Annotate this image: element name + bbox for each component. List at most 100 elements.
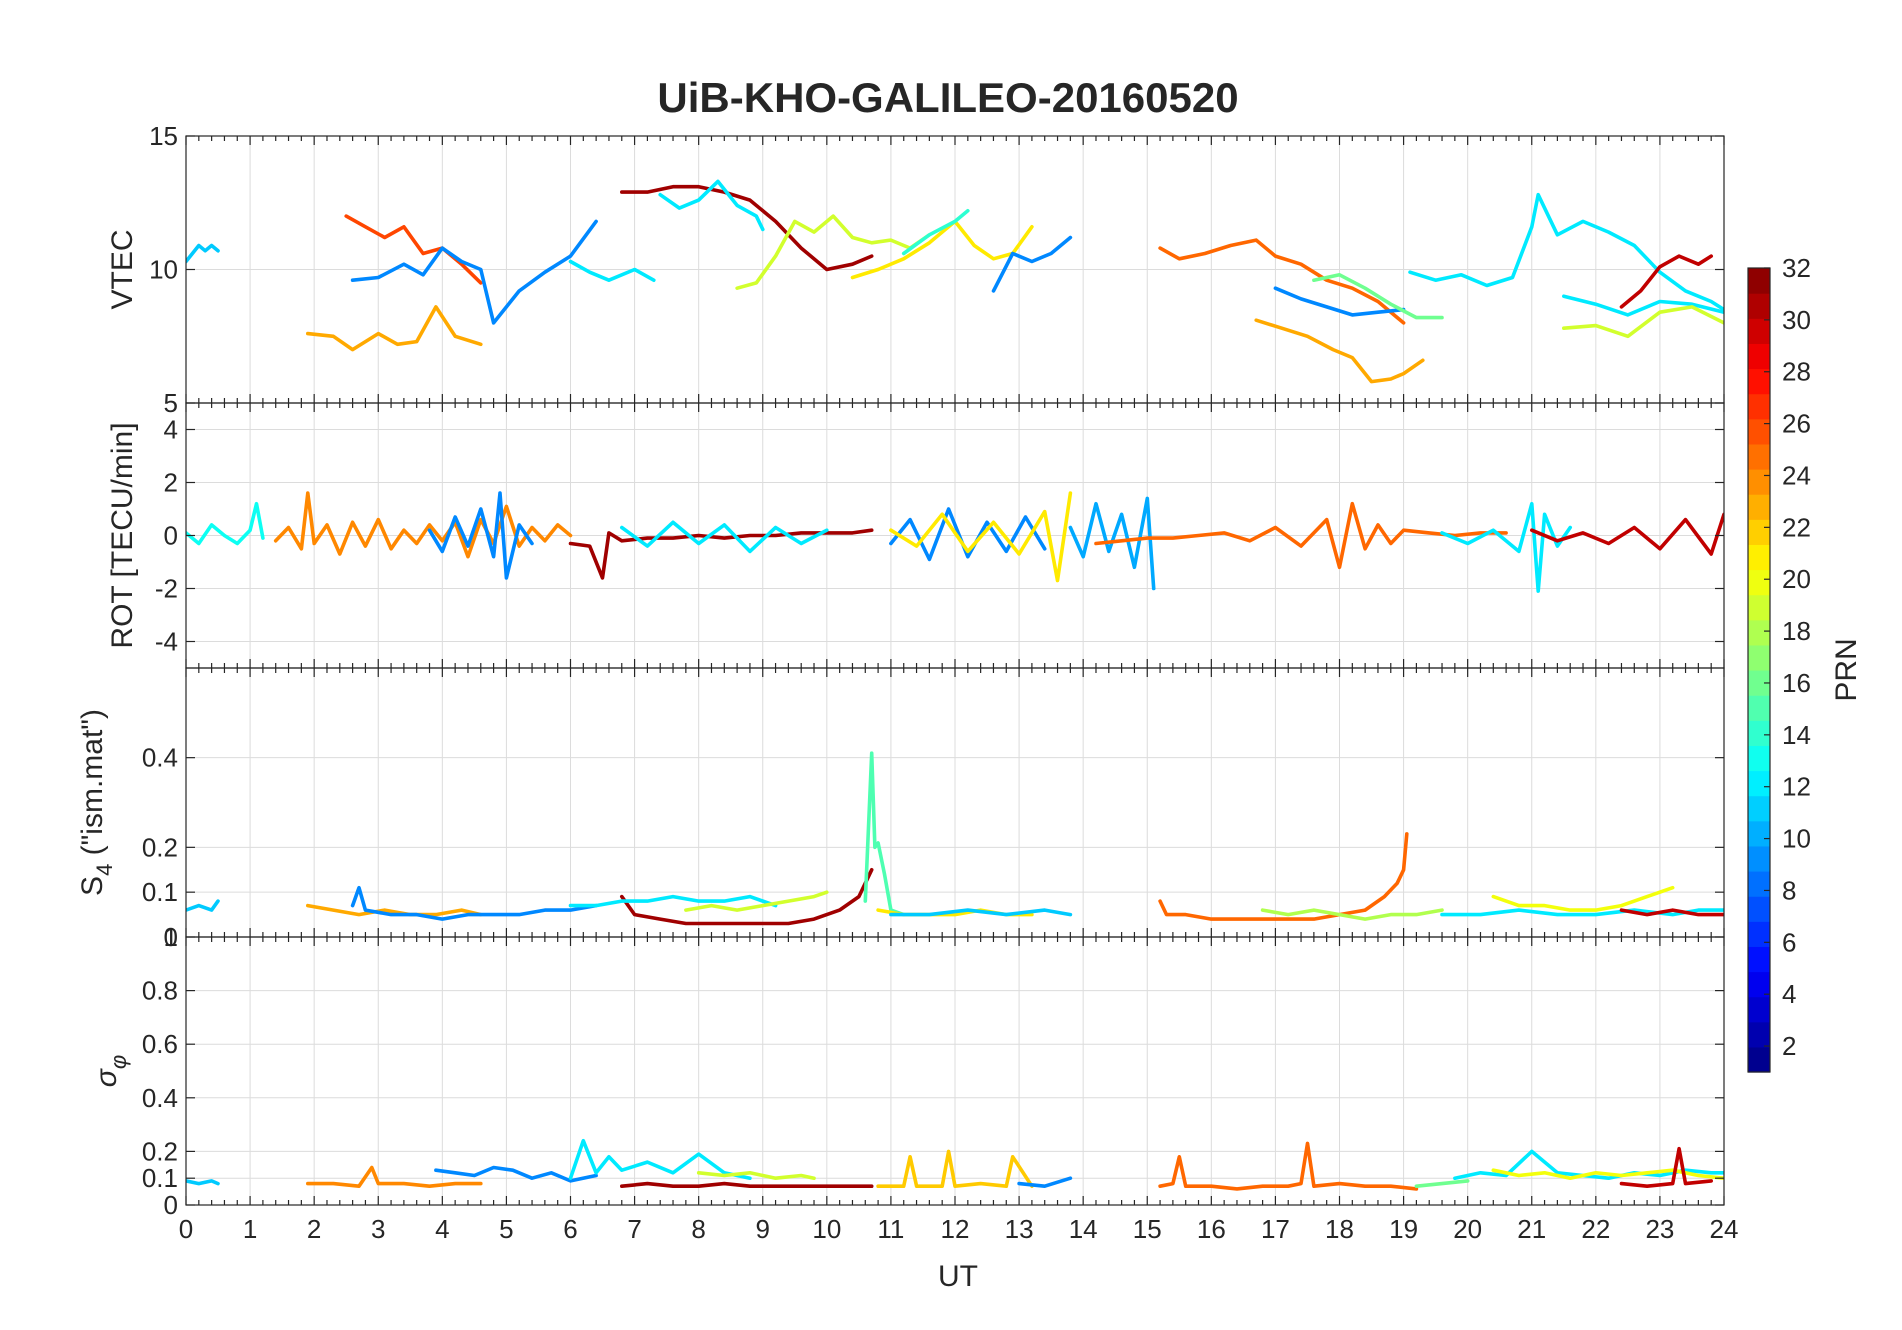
x-tick-label: 16 xyxy=(1197,1214,1226,1244)
colorbar-band xyxy=(1748,845,1770,872)
x-tick-label: 10 xyxy=(812,1214,841,1244)
colorbar-band xyxy=(1748,418,1770,445)
series-line-prn-9 xyxy=(350,885,598,921)
x-tick-label: 21 xyxy=(1517,1214,1546,1244)
series-line-prn-20 xyxy=(1491,885,1675,912)
series-line-prn-25 xyxy=(1158,1141,1419,1191)
series-line-prn-19 xyxy=(684,890,829,912)
x-tick-label: 2 xyxy=(307,1214,321,1244)
series-line-prn-30 xyxy=(1619,908,1724,917)
colorbar-band xyxy=(1748,921,1770,947)
colorbar-band xyxy=(1748,745,1770,772)
x-tick-label: 11 xyxy=(877,1214,904,1244)
x-tick-label: 5 xyxy=(499,1214,513,1244)
y-axis-label: S4 ("ism.mat") xyxy=(76,709,117,896)
series-line-prn-12 xyxy=(619,520,829,554)
series-line-prn-30 xyxy=(1619,254,1713,309)
colorbar-band xyxy=(1748,519,1770,545)
series-group xyxy=(186,179,1724,384)
x-tick-label: 1 xyxy=(243,1214,257,1244)
colorbar-tick-label: 4 xyxy=(1782,979,1796,1009)
colorbar-band xyxy=(1748,1046,1770,1073)
colorbar-band xyxy=(1748,770,1770,797)
y-tick-label: 0 xyxy=(164,1190,178,1220)
series-line-prn-12 xyxy=(1453,1149,1724,1180)
x-tick-label: 20 xyxy=(1453,1214,1482,1244)
panel-s4: 0 0.1 0.2 0.4 S4 ("ism.mat") xyxy=(76,667,1725,952)
colorbar-band xyxy=(1748,594,1770,621)
series-line-prn-30 xyxy=(1530,512,1724,556)
colorbar-tick-label: 14 xyxy=(1782,720,1811,750)
series-line-prn-23 xyxy=(1254,318,1425,384)
colorbar-band xyxy=(1748,619,1770,646)
y-tick-label: 0.1 xyxy=(142,1163,178,1193)
series-line-prn-24 xyxy=(305,1165,483,1188)
colorbar-tick-label: 32 xyxy=(1782,253,1811,283)
colorbar-band xyxy=(1748,996,1770,1023)
x-tick-label: 9 xyxy=(756,1214,770,1244)
colorbar-frame xyxy=(1747,267,1771,1073)
series-line-prn-9 xyxy=(1017,1176,1073,1188)
x-tick-label: 4 xyxy=(435,1214,449,1244)
y-tick-label: 15 xyxy=(149,121,178,151)
series-line-prn-19 xyxy=(735,214,932,291)
colorbar-tick-label: 26 xyxy=(1782,409,1811,439)
colorbar-band xyxy=(1748,443,1770,470)
x-axis-label: UT xyxy=(938,1260,978,1293)
x-tick-label: 15 xyxy=(1133,1214,1162,1244)
series-group xyxy=(186,1138,1724,1191)
series-line-prn-16 xyxy=(1414,1179,1470,1188)
series-line-prn-13 xyxy=(186,501,265,546)
x-tick-label: 3 xyxy=(371,1214,385,1244)
y-axis-label: VTEC xyxy=(106,229,139,309)
series-line-prn-25 xyxy=(1158,832,1409,921)
series-line-prn-11 xyxy=(186,1179,220,1186)
series-line-prn-20 xyxy=(1491,1168,1724,1180)
series-line-prn-11 xyxy=(889,908,1073,917)
y-axis-label: σφ xyxy=(90,1055,131,1087)
colorbar-band xyxy=(1748,644,1770,671)
series-line-prn-9 xyxy=(1273,286,1406,317)
series-line-prn-22 xyxy=(876,1149,1034,1188)
x-tick-label: 8 xyxy=(691,1214,705,1244)
series-line-prn-25 xyxy=(1094,501,1508,570)
colorbar-band xyxy=(1748,720,1770,746)
colorbar-band xyxy=(1748,293,1770,319)
colorbar-tick-label: 18 xyxy=(1782,616,1811,646)
colorbar-band xyxy=(1748,393,1770,420)
series-line-prn-11 xyxy=(186,243,220,264)
colorbar-band xyxy=(1748,569,1770,596)
series-line-prn-10 xyxy=(1068,496,1156,591)
x-tick-label: 13 xyxy=(1005,1214,1034,1244)
x-tick-label: 22 xyxy=(1581,1214,1610,1244)
y-tick-label: 0.2 xyxy=(142,1136,178,1166)
x-tick-label: 18 xyxy=(1325,1214,1354,1244)
colorbar-tick-label: 10 xyxy=(1782,824,1811,854)
series-line-prn-15 xyxy=(863,751,906,917)
series-line-prn-23 xyxy=(305,903,483,917)
series-line-prn-14 xyxy=(901,209,970,256)
series-line-prn-12 xyxy=(658,179,765,232)
series-line-prn-31 xyxy=(619,184,874,272)
colorbar-tick-label: 20 xyxy=(1782,564,1811,594)
series-line-prn-19 xyxy=(696,1171,816,1180)
y-tick-label: 0 xyxy=(164,521,178,551)
y-tick-label: 2 xyxy=(164,468,178,498)
series-line-prn-12 xyxy=(568,1138,752,1180)
colorbar-band xyxy=(1748,544,1770,571)
colorbar-tick-label: 22 xyxy=(1782,512,1811,542)
x-tick-labels: 0 1 2 3 4 5 6 7 8 9 10 11 12 13 14 15 16 17 18 19 20 21 22 23 24 xyxy=(179,1214,1739,1244)
x-tick-label: 6 xyxy=(563,1214,577,1244)
x-tick-label: 17 xyxy=(1261,1214,1290,1244)
x-tick-label: 12 xyxy=(941,1214,970,1244)
series-line-prn-21 xyxy=(889,491,1073,583)
x-tick-label: 14 xyxy=(1069,1214,1098,1244)
series-group xyxy=(186,491,1724,593)
y-tick-label: 0.4 xyxy=(142,743,178,773)
series-line-prn-24 xyxy=(273,491,573,559)
series-line-prn-25 xyxy=(1158,238,1406,325)
series-line-prn-9 xyxy=(427,491,534,580)
x-tick-label: 24 xyxy=(1710,1214,1739,1244)
